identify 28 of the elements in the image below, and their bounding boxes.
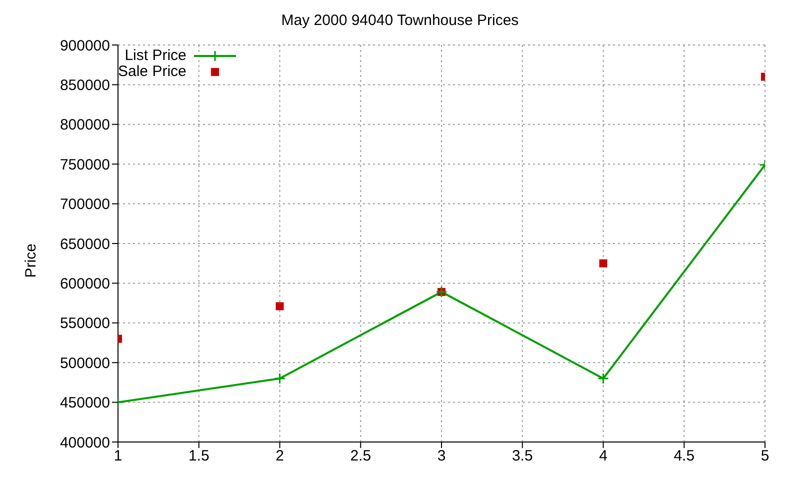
y-tick-label: 750000	[60, 156, 110, 174]
y-tick-label: 400000	[60, 434, 110, 452]
x-tick-label: 3.5	[512, 448, 533, 465]
x-tick-label: 2.5	[350, 448, 372, 465]
y-axis-title: Price	[22, 244, 40, 278]
y-tick-label: 550000	[60, 315, 110, 332]
x-tick-label: 1.5	[188, 448, 210, 465]
legend-label: Sale Price	[118, 63, 186, 80]
x-tick-label: 5	[760, 448, 770, 465]
y-tick-label: 450000	[60, 394, 110, 412]
y-tick-label: 600000	[60, 276, 110, 293]
y-tick-label: 650000	[60, 236, 110, 253]
x-tick-label: 3	[437, 448, 446, 465]
chart-title: May 2000 94040 Townhouse Prices	[280, 12, 520, 29]
y-tick-label: 700000	[60, 196, 110, 214]
point	[598, 372, 609, 384]
point	[599, 259, 608, 268]
y-tick-label: 900000	[60, 37, 110, 54]
x-tick-label: 1	[114, 448, 122, 465]
x-tick-label: 2	[276, 448, 284, 465]
y-tick-label: 850000	[60, 77, 110, 94]
x-tick-label: 4.5	[674, 448, 695, 465]
point	[274, 372, 286, 384]
x-tick-label: 4	[599, 448, 608, 465]
y-tick-label: 800000	[60, 116, 110, 134]
legend-label: List Price	[124, 47, 186, 64]
y-tick-label: 500000	[60, 354, 110, 372]
point	[276, 302, 284, 310]
